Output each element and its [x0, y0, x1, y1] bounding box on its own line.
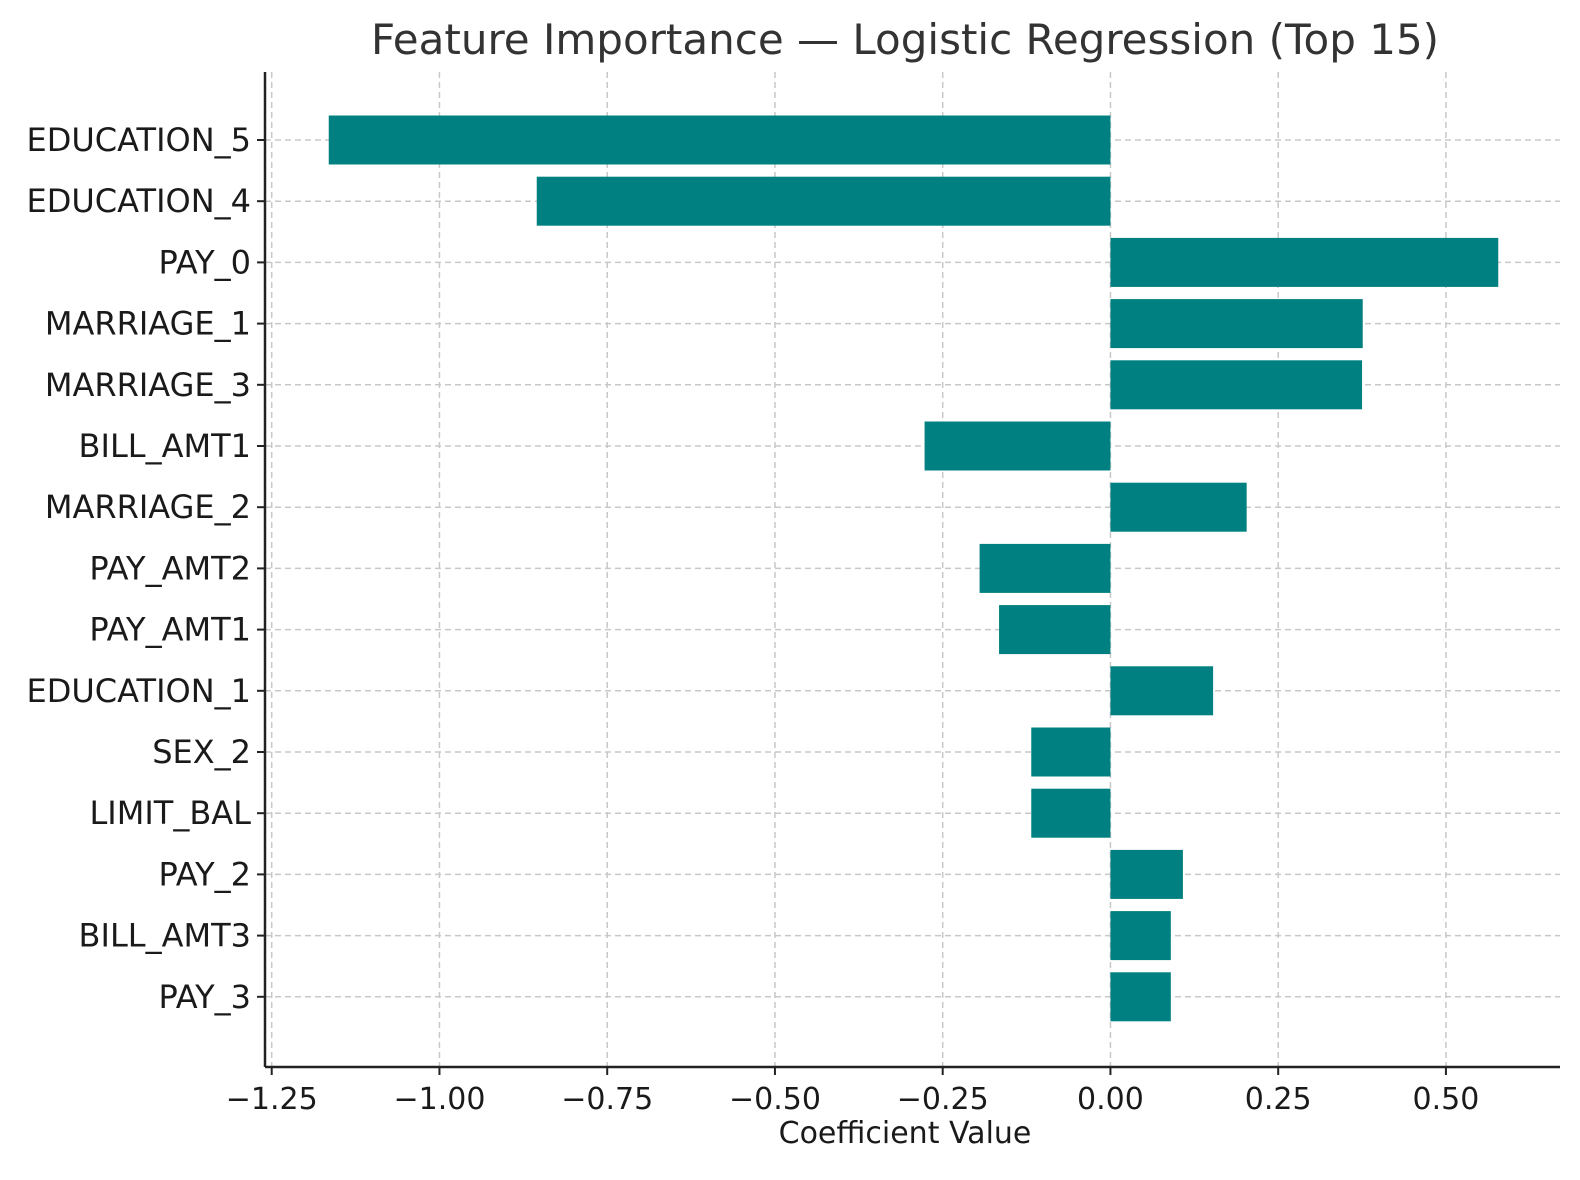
x-tick-label: 0.25 [1245, 1082, 1312, 1117]
bar-layer [328, 115, 1499, 1022]
y-tick-label: BILL_AMT1 [79, 427, 251, 465]
bar-education-4 [536, 176, 1111, 226]
x-axis-label: Coefficient Value [779, 1116, 1032, 1151]
y-axis-ticks: EDUCATION_5 EDUCATION_4 PAY_0 MARRIAGE_1 MAR… [27, 121, 265, 1016]
bar-sex-2 [1031, 727, 1111, 777]
x-tick-label: 0.00 [1077, 1082, 1144, 1117]
bar-pay-3 [1110, 972, 1171, 1022]
chart-title: Feature Importance — Logistic Regression… [371, 15, 1439, 64]
bar-limit-bal [1031, 788, 1111, 838]
x-tick-label: −0.50 [729, 1082, 821, 1117]
y-tick-label: MARRIAGE_1 [45, 305, 251, 343]
y-tick-label: EDUCATION_4 [27, 182, 252, 220]
x-tick-label: −1.25 [226, 1082, 318, 1117]
bar-pay-amt2 [979, 543, 1111, 593]
y-tick-label: PAY_AMT1 [89, 611, 251, 649]
y-tick-label: PAY_2 [158, 855, 251, 893]
y-tick-label: LIMIT_BAL [89, 794, 251, 832]
x-tick-label: −1.00 [393, 1082, 485, 1117]
x-tick-label: −0.25 [897, 1082, 989, 1117]
bar-marriage-3 [1110, 360, 1363, 410]
y-tick-label: PAY_AMT2 [89, 549, 251, 587]
y-tick-label: PAY_3 [158, 978, 251, 1016]
bar-pay-amt1 [999, 605, 1111, 655]
y-tick-label: SEX_2 [152, 733, 251, 771]
x-tick-label: 0.50 [1413, 1082, 1480, 1117]
bar-education-5 [328, 115, 1111, 165]
bar-bill-amt3 [1110, 911, 1171, 961]
bar-pay-2 [1110, 849, 1183, 899]
grid-layer [265, 72, 1560, 1067]
y-tick-label: PAY_0 [158, 243, 251, 281]
y-tick-label: EDUCATION_1 [27, 672, 252, 710]
y-tick-label: BILL_AMT3 [79, 917, 251, 955]
bar-marriage-1 [1110, 299, 1363, 349]
x-tick-label: −0.75 [561, 1082, 653, 1117]
x-axis-ticks: −1.25 −1.00 −0.75 −0.50 −0.25 0.00 0.25 0.50 [226, 1067, 1480, 1117]
y-tick-label: EDUCATION_5 [27, 121, 252, 159]
bar-bill-amt1 [924, 421, 1111, 471]
bar-marriage-2 [1110, 482, 1247, 532]
bar-education-1 [1110, 666, 1214, 716]
bar-pay-0 [1110, 237, 1499, 287]
y-tick-label: MARRIAGE_2 [45, 488, 251, 526]
y-tick-label: MARRIAGE_3 [45, 366, 251, 404]
